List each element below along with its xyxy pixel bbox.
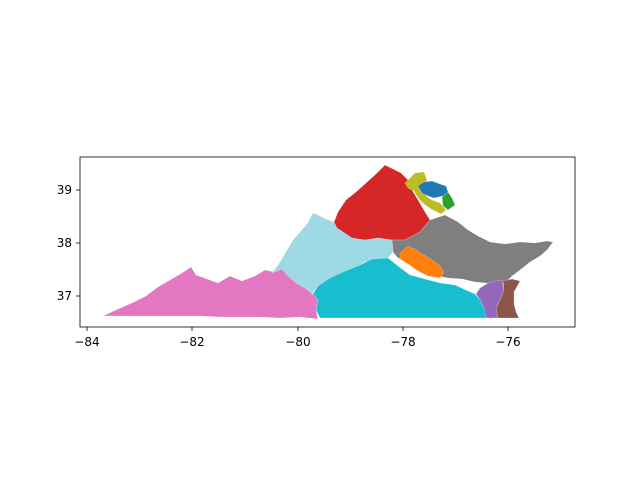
district-richmond [399, 245, 445, 279]
map-districts [102, 164, 554, 320]
district-alexandria [441, 191, 456, 211]
x-tick-label: −80 [285, 335, 310, 349]
x-tick-labels: −84 −82 −80 −78 −76 [74, 335, 520, 349]
x-tick-label: −76 [495, 335, 520, 349]
y-tick-labels: 37 38 39 [57, 183, 72, 303]
x-tick-label: −84 [74, 335, 99, 349]
y-tick-label: 37 [57, 289, 72, 303]
district-virginia-beach [495, 278, 521, 319]
x-tick-label: −82 [179, 335, 204, 349]
district-southwest [102, 266, 319, 320]
y-axis [76, 189, 80, 297]
axes-frame [79, 156, 576, 328]
x-tick-label: −78 [390, 335, 415, 349]
x-axis [86, 327, 509, 331]
y-tick-label: 39 [57, 183, 72, 197]
y-tick-label: 38 [57, 236, 72, 250]
district-loudoun [404, 171, 447, 215]
